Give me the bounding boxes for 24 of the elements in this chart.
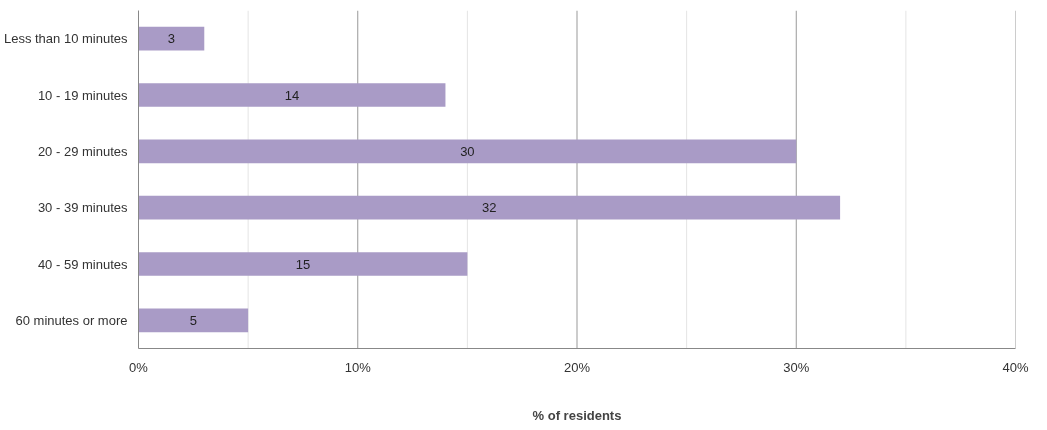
data-label: 32: [482, 200, 497, 216]
data-label: 30: [460, 143, 475, 159]
bar: [138, 139, 797, 164]
bar: [138, 252, 468, 276]
bar: [138, 195, 841, 220]
bar: [138, 26, 205, 51]
x-axis-title: % of residents: [532, 407, 622, 423]
bar: [138, 308, 249, 333]
x-tick-label: 10%: [344, 359, 372, 375]
data-label: 5: [189, 312, 197, 328]
y-tick-label: 10 - 19 minutes: [37, 87, 128, 103]
x-tick-label: 20%: [563, 359, 591, 375]
x-tick-label: 0%: [129, 359, 149, 375]
y-tick-label: 20 - 29 minutes: [37, 143, 128, 159]
bar: [138, 83, 446, 107]
y-tick-label: Less than 10 minutes: [3, 31, 128, 47]
y-tick-label: 30 - 39 minutes: [37, 200, 128, 216]
y-tick-label: 40 - 59 minutes: [37, 256, 128, 272]
data-label: 3: [167, 31, 176, 47]
x-tick-label: 30%: [783, 359, 810, 375]
x-tick-label: 40%: [1002, 359, 1029, 375]
y-tick-label: 60 minutes or more: [15, 312, 128, 328]
data-label: 15: [295, 256, 311, 272]
data-label: 14: [284, 87, 300, 103]
